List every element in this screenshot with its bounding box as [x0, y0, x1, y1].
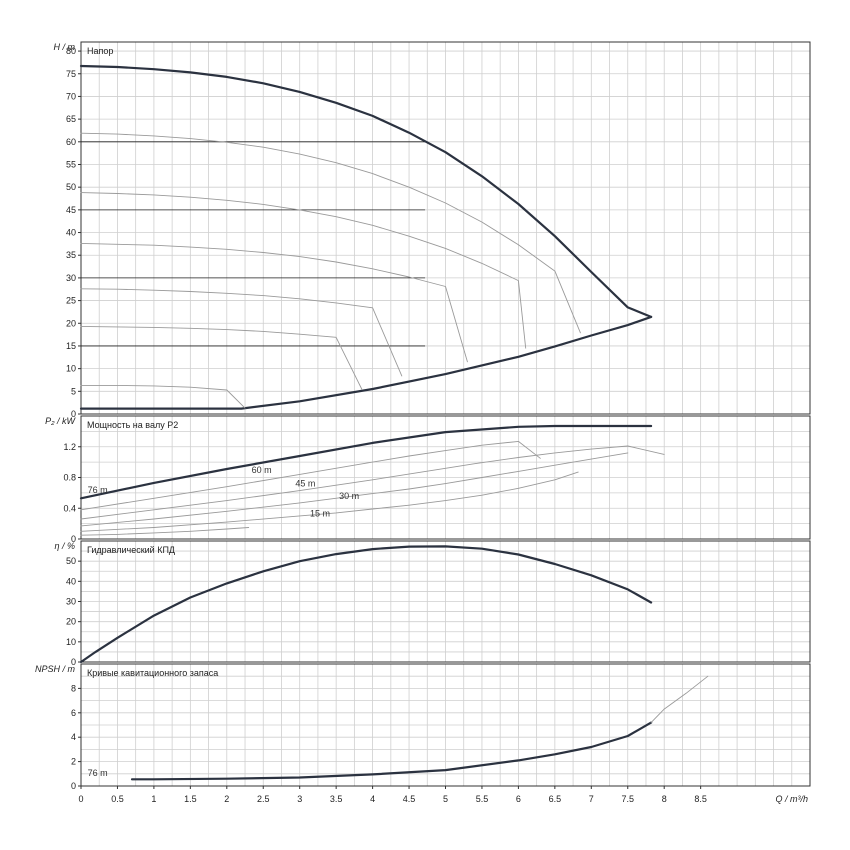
x-tick-label: 2.5: [257, 794, 270, 804]
series-line-1: [130, 721, 653, 781]
x-tick-label: 5.5: [476, 794, 489, 804]
panel-frame: [80, 41, 811, 415]
y-tick-label: 1.2: [63, 442, 76, 452]
y-axis-label: P₂ / kW: [45, 416, 76, 426]
x-tick-label: 7: [589, 794, 594, 804]
y-tick-label: 80: [66, 46, 76, 56]
y-tick-label: 20: [66, 617, 76, 627]
y-tick-label: 0: [71, 534, 76, 544]
x-tick-label: 1.5: [184, 794, 197, 804]
y-axis-label: η / %: [54, 541, 75, 551]
y-tick-label: 0: [71, 781, 76, 791]
series-line-1: [79, 424, 653, 500]
series-line-4: [80, 452, 629, 527]
y-tick-label: 50: [66, 556, 76, 566]
y-tick-label: 55: [66, 159, 76, 169]
curve-label: 30 m: [339, 491, 359, 501]
y-tick-label: 65: [66, 114, 76, 124]
y-tick-label: 15: [66, 341, 76, 351]
series-line-2: [650, 675, 709, 724]
y-tick-label: 60: [66, 137, 76, 147]
y-tick-label: 10: [66, 364, 76, 374]
curve-label: 45 m: [295, 479, 315, 489]
y-tick-label: 0.8: [63, 473, 76, 483]
x-tick-label: 0.5: [111, 794, 124, 804]
y-tick-label: 35: [66, 250, 76, 260]
y-tick-label: 5: [71, 386, 76, 396]
panel-title: Мощность на валу P2: [87, 420, 178, 430]
series-line-5: [80, 471, 579, 532]
y-tick-label: 30: [66, 597, 76, 607]
x-tick-label: 4: [370, 794, 375, 804]
x-tick-label: 5: [443, 794, 448, 804]
panel-title: Гидравлический КПД: [87, 545, 175, 555]
series-line-3: [80, 445, 665, 520]
curve-label: 76 m: [88, 768, 108, 778]
series-line-3: [80, 132, 581, 334]
y-tick-label: 0.4: [63, 503, 76, 513]
series-line-2: [79, 315, 653, 410]
y-tick-label: 4: [71, 732, 76, 742]
panel-1: 0 5 10 15 20 25 30 35 40 45 50 55 60 65 70 75 80H / m Нап…: [54, 41, 811, 419]
y-tick-label: 40: [66, 576, 76, 586]
series-line-1: [79, 64, 653, 318]
y-axis-label: NPSH / m: [35, 664, 76, 674]
series-line-7: [80, 325, 363, 390]
y-tick-label: 40: [66, 228, 76, 238]
y-tick-label: 30: [66, 273, 76, 283]
curve-label: 15 m: [310, 509, 330, 519]
y-tick-label: 10: [66, 637, 76, 647]
y-tick-label: 25: [66, 296, 76, 306]
x-axis-label: Q / m³/h: [775, 794, 808, 804]
panel-title: Кривые кавитационного запаса: [87, 668, 218, 678]
series-line-4: [80, 192, 527, 349]
x-tick-label: 0: [78, 794, 83, 804]
y-axis-label: H / m: [54, 42, 76, 52]
series-line-6: [80, 288, 403, 377]
panel-title: Напор: [87, 46, 113, 56]
y-tick-label: 70: [66, 91, 76, 101]
panel-3: 0 10 20 30 40 50 η / % Гидравлический КПД: [54, 540, 811, 667]
series-line-2: [80, 440, 541, 511]
x-tick-label: 6: [516, 794, 521, 804]
y-tick-label: 20: [66, 318, 76, 328]
x-tick-label: 3.5: [330, 794, 343, 804]
series-line-8: [80, 384, 246, 409]
x-tick-label: 2: [224, 794, 229, 804]
x-tick-label: 7.5: [621, 794, 634, 804]
x-tick-label: 6.5: [549, 794, 562, 804]
x-tick-label: 1: [151, 794, 156, 804]
x-tick-label: 8: [662, 794, 667, 804]
y-tick-label: 75: [66, 69, 76, 79]
x-tick-label: 3: [297, 794, 302, 804]
curve-label: 76 m: [88, 485, 108, 495]
series-line-6: [80, 527, 250, 536]
curve-label: 60 m: [252, 465, 272, 475]
panel-2: 0 0.4 0.8 1.2 P₂ / kW Мощность на валу P2 76 m…: [45, 415, 811, 544]
y-tick-label: 0: [71, 657, 76, 667]
y-tick-label: 6: [71, 708, 76, 718]
x-tick-label: 4.5: [403, 794, 416, 804]
y-tick-label: 8: [71, 683, 76, 693]
y-tick-label: 2: [71, 757, 76, 767]
series-line-5: [80, 242, 468, 363]
y-tick-label: 50: [66, 182, 76, 192]
panel-4: 0 2 4 6 8 NPSH / m Кривые кавитационного запас…: [35, 663, 811, 804]
y-tick-label: 0: [71, 409, 76, 419]
series-line-1: [79, 545, 653, 664]
x-tick-label: 8.5: [694, 794, 707, 804]
y-tick-label: 45: [66, 205, 76, 215]
